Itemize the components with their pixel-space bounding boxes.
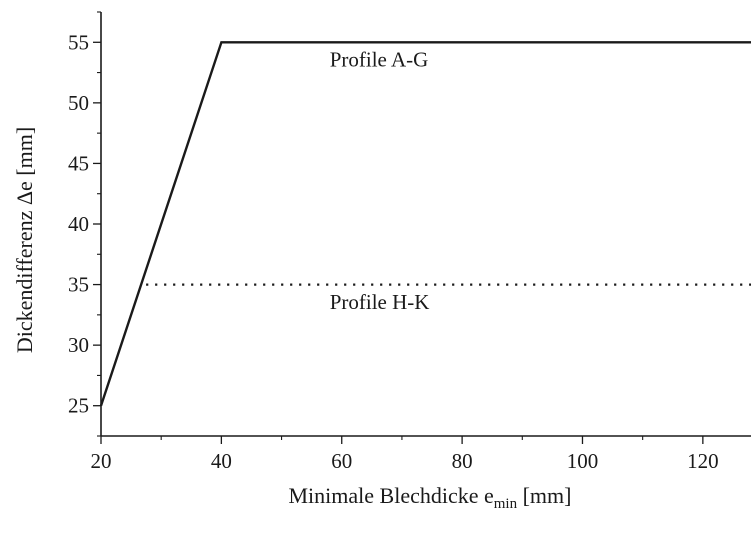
x-axis-ticks: 20 40 60 80 100 120	[91, 436, 719, 473]
y-axis-ticks: 25 30 35 40 45 50 55	[68, 11, 101, 437]
x-axis-title-main: Minimale Blechdicke e	[289, 483, 494, 508]
x-tick-label: 40	[211, 449, 232, 473]
series-layer	[99, 41, 751, 407]
x-tick-label: 80	[452, 449, 473, 473]
x-axis-title-unit: [mm]	[517, 483, 571, 508]
x-tick-label: 120	[687, 449, 719, 473]
y-tick-label: 55	[68, 30, 89, 54]
x-tick-label: 60	[331, 449, 352, 473]
x-axis-title: Minimale Blechdicke emin [mm]	[289, 483, 572, 512]
y-tick-label: 35	[68, 273, 89, 297]
annotation-label: Profile A-G	[330, 48, 429, 72]
y-tick-label: 40	[68, 212, 89, 236]
x-tick-label: 100	[567, 449, 599, 473]
x-tick-label: 20	[91, 449, 112, 473]
annotation-layer: Profile A-G Profile H-K	[330, 48, 430, 314]
y-tick-label: 25	[68, 394, 89, 418]
annotation-label: Profile H-K	[330, 290, 430, 314]
y-tick-label: 50	[68, 91, 89, 115]
y-axis-title: Dickendifferenz Δe [mm]	[12, 127, 37, 353]
x-axis-title-subscript: min	[494, 496, 518, 512]
plot-frame	[100, 12, 751, 437]
y-tick-label: 45	[68, 151, 89, 175]
y-tick-label: 30	[68, 333, 89, 357]
series-line-profile-a-g	[99, 41, 751, 407]
